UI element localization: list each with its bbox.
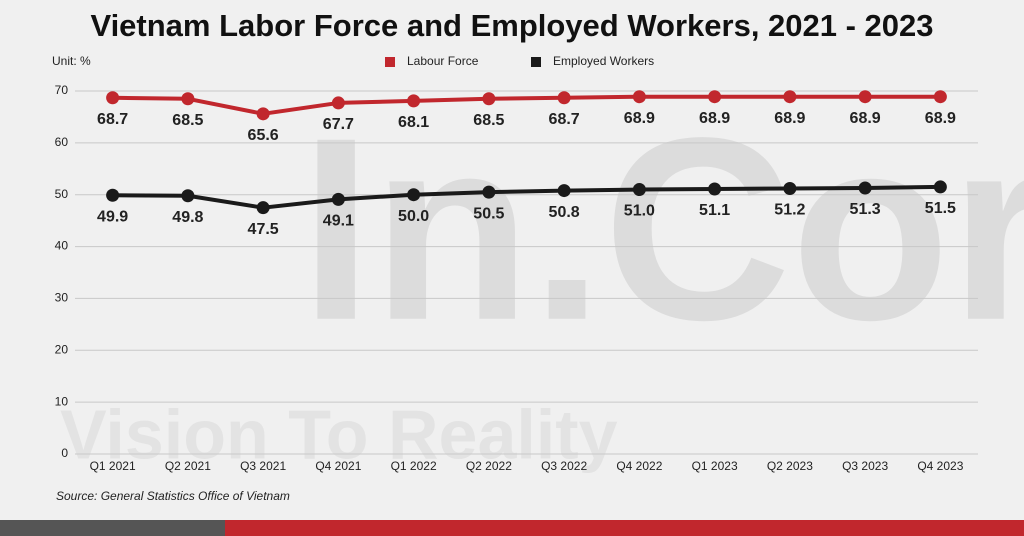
data-label: 51.3 [850, 201, 881, 218]
footer-bar [0, 520, 225, 536]
data-label: 68.9 [850, 110, 881, 127]
data-label: 51.5 [925, 200, 956, 217]
x-tick-label: Q4 2022 [616, 459, 662, 473]
legend-swatch [385, 57, 395, 67]
data-point [708, 182, 722, 196]
y-tick-label: 30 [55, 291, 69, 305]
x-tick-label: Q2 2022 [466, 459, 512, 473]
watermark-tagline: Vision To Reality [60, 395, 618, 473]
x-tick-label: Q1 2022 [391, 459, 437, 473]
data-label: 68.5 [473, 112, 504, 129]
data-label: 50.5 [473, 205, 504, 222]
data-point [557, 91, 571, 105]
data-label: 49.1 [323, 213, 354, 230]
data-label: 68.9 [774, 110, 805, 127]
x-tick-label: Q3 2021 [240, 459, 286, 473]
series-line [112, 94, 941, 116]
data-label: 49.9 [97, 208, 128, 225]
data-point [933, 90, 947, 104]
data-label: 49.8 [172, 209, 203, 226]
x-tick-label: Q1 2021 [90, 459, 136, 473]
data-point [858, 90, 872, 104]
data-label: 68.7 [97, 111, 128, 128]
data-point [181, 189, 195, 203]
x-tick-label: Q3 2023 [842, 459, 888, 473]
legend-label: Employed Workers [553, 54, 654, 68]
data-point [632, 90, 646, 104]
x-tick-label: Q1 2023 [692, 459, 738, 473]
data-label: 68.7 [549, 111, 580, 128]
data-point [407, 188, 421, 202]
watermark: In.Corp [300, 85, 1024, 376]
data-label: 68.9 [925, 110, 956, 127]
y-tick-label: 20 [55, 342, 69, 356]
data-point [331, 192, 345, 206]
data-label: 50.0 [398, 208, 429, 225]
data-label: 51.2 [774, 202, 805, 219]
data-point [557, 184, 571, 198]
legend-label: Labour Force [407, 54, 479, 68]
data-label: 51.1 [699, 202, 730, 219]
data-label: 68.5 [172, 112, 203, 129]
data-label: 51.0 [624, 203, 655, 220]
data-label: 68.9 [624, 110, 655, 127]
data-label: 65.6 [248, 127, 279, 144]
data-label: 50.8 [549, 204, 580, 221]
data-label: 67.7 [323, 116, 354, 133]
y-tick-label: 50 [55, 187, 69, 201]
x-tick-label: Q2 2023 [767, 459, 813, 473]
x-tick-label: Q4 2021 [315, 459, 361, 473]
data-point [783, 181, 797, 195]
footer-bar [225, 520, 1024, 536]
x-tick-label: Q2 2021 [165, 459, 211, 473]
data-point [933, 180, 947, 194]
legend-swatch [531, 57, 541, 67]
data-point [482, 92, 496, 106]
data-point [482, 185, 496, 199]
data-label: 68.9 [699, 110, 730, 127]
y-tick-label: 40 [55, 239, 69, 253]
x-tick-label: Q4 2023 [917, 459, 963, 473]
unit-label: Unit: % [52, 54, 91, 68]
y-tick-label: 60 [55, 135, 69, 149]
x-tick-label: Q3 2022 [541, 459, 587, 473]
data-label: 47.5 [248, 221, 279, 238]
y-tick-label: 10 [55, 394, 69, 408]
data-point [858, 181, 872, 195]
y-tick-label: 0 [61, 446, 68, 460]
data-label: 68.1 [398, 114, 429, 131]
data-point [407, 94, 421, 108]
data-point [256, 201, 270, 215]
data-point [708, 90, 722, 104]
data-point [106, 188, 120, 202]
data-point [106, 91, 120, 105]
data-point [181, 92, 195, 106]
source: Source: General Statistics Office of Vie… [56, 489, 290, 503]
data-point [783, 90, 797, 104]
chart-title: Vietnam Labor Force and Employed Workers… [90, 8, 933, 43]
y-tick-label: 70 [55, 83, 69, 97]
data-point [256, 107, 270, 121]
data-point [331, 96, 345, 110]
series-line [112, 184, 941, 210]
data-point [632, 183, 646, 197]
